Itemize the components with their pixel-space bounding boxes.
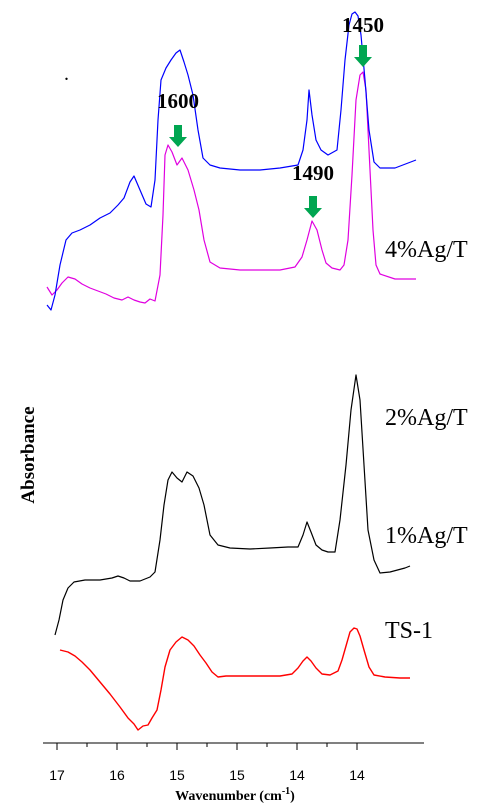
- peak-arrow-icon: [304, 196, 322, 218]
- x-tick-label: 17: [49, 767, 65, 783]
- series-label: 1%Ag/T: [385, 523, 468, 549]
- peak-label: 1450: [342, 13, 384, 37]
- x-axis-label: Wavenumber (cm-1): [175, 786, 295, 804]
- peak-arrow-icon: [169, 125, 187, 147]
- y-axis-label: Absorbance: [18, 406, 39, 503]
- peak-label: 1490: [292, 161, 334, 185]
- series-labels-layer: 4%Ag/T 2%Ag/T 1%Ag/T TS-1: [385, 237, 468, 644]
- series-label: TS-1: [385, 618, 433, 644]
- x-tick-label: 15: [169, 767, 185, 783]
- series-label: 4%Ag/T: [385, 237, 468, 263]
- series-line-2agt: [46, 11, 417, 311]
- peak-arrow-icon: [354, 45, 372, 67]
- x-tick-label: 14: [289, 767, 305, 783]
- peak-label: 1600: [157, 89, 199, 113]
- series-label: 2%Ag/T: [385, 405, 468, 431]
- series-line-4agt: [46, 71, 416, 304]
- x-ticks-layer: 17 16 15 15 14 14: [49, 743, 365, 783]
- peak-annotations-layer: 1600 1490 1450: [157, 13, 384, 218]
- stray-dot: .: [64, 63, 69, 85]
- x-tick-label: 16: [109, 767, 125, 783]
- series-layer: [46, 11, 417, 731]
- series-line-ts1: [59, 627, 410, 731]
- x-tick-label: 15: [229, 767, 245, 783]
- series-line-1agt: [54, 374, 411, 636]
- x-tick-label: 14: [349, 767, 365, 783]
